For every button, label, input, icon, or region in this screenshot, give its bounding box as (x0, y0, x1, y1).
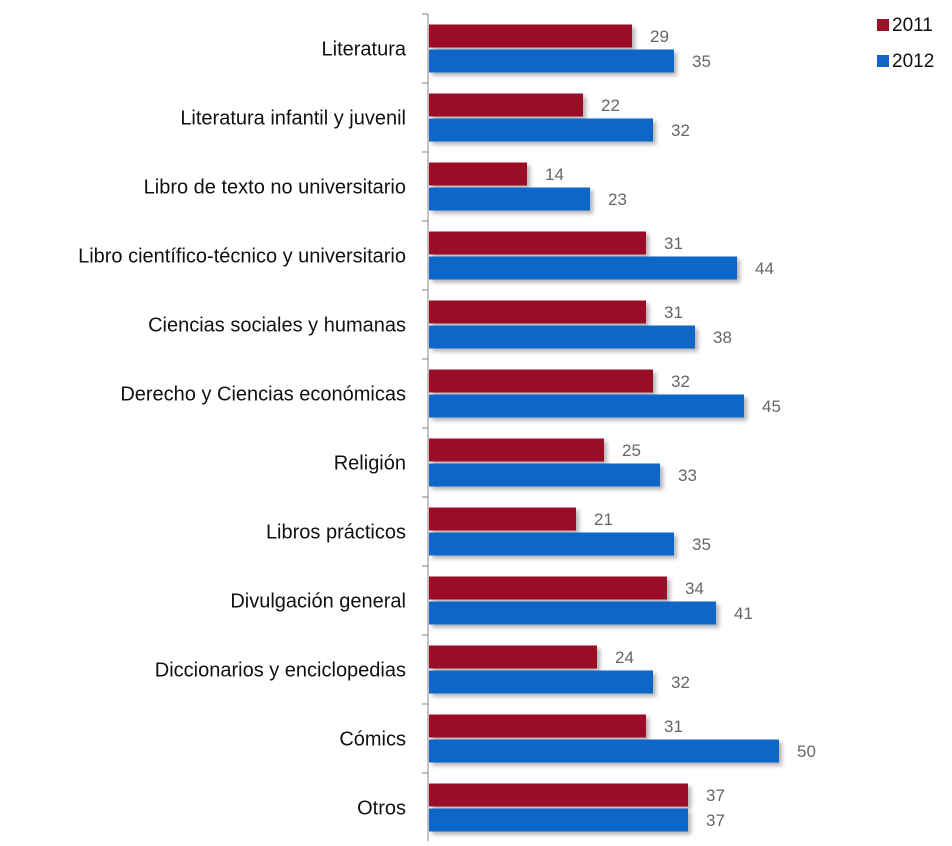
bar-2011 (429, 162, 527, 186)
data-label-2011: 34 (685, 579, 704, 598)
category-label: Otros (357, 798, 406, 820)
data-label-2011: 31 (664, 717, 683, 736)
bar-2011 (429, 783, 688, 807)
bar-2011 (429, 93, 583, 117)
bar-2011 (429, 576, 667, 600)
data-label-2012: 50 (797, 742, 816, 761)
category-label: Ciencias sociales y humanas (148, 315, 406, 337)
data-label-2011: 32 (671, 372, 690, 391)
data-label-2011: 31 (664, 234, 683, 253)
bar-2012 (429, 601, 716, 625)
bar-2012 (429, 463, 660, 487)
data-label-2011: 14 (545, 165, 564, 184)
data-label-2011: 22 (601, 96, 620, 115)
bar-2012 (429, 49, 674, 73)
category-label: Literatura infantil y juvenil (180, 108, 406, 130)
bar-2011 (429, 231, 646, 255)
data-label-2012: 35 (692, 52, 711, 71)
data-label-2012: 38 (713, 328, 732, 347)
legend: 2011 2012 (877, 15, 934, 72)
data-label-2011: 29 (650, 27, 669, 46)
bar-2012 (429, 187, 590, 211)
category-label: Cómics (339, 729, 406, 751)
bar-2012 (429, 532, 674, 556)
legend-swatch-2011 (877, 19, 889, 31)
category-label: Literatura (322, 39, 407, 61)
data-label-2012: 33 (678, 466, 697, 485)
data-label-2012: 45 (762, 397, 781, 416)
data-label-2012: 37 (706, 811, 725, 830)
bar-2011 (429, 645, 597, 669)
axis-layer (422, 13, 429, 843)
bar-2012 (429, 670, 653, 694)
bar-2011 (429, 300, 646, 324)
data-label-2012: 32 (671, 121, 690, 140)
category-label: Religión (334, 453, 406, 475)
bar-2012 (429, 118, 653, 142)
bar-2012 (429, 394, 744, 418)
legend-label-2011: 2011 (892, 15, 933, 36)
data-label-2011: 31 (664, 303, 683, 322)
bar-2012 (429, 808, 688, 832)
data-label-2012: 35 (692, 535, 711, 554)
data-label-2012: 23 (608, 190, 627, 209)
category-label: Diccionarios y enciclopedias (155, 660, 406, 682)
bar-2011 (429, 438, 604, 462)
data-label-2011: 24 (615, 648, 634, 667)
data-label-2011: 37 (706, 786, 725, 805)
bar-2011 (429, 369, 653, 393)
bar-2012 (429, 325, 695, 349)
bar-2011 (429, 507, 576, 531)
data-label-2011: 25 (622, 441, 641, 460)
legend-swatch-2012 (877, 55, 889, 67)
data-label-2012: 41 (734, 604, 753, 623)
data-label-2011: 21 (594, 510, 613, 529)
data-label-2012: 44 (755, 259, 774, 278)
bar-2012 (429, 739, 779, 763)
category-label: Libro de texto no universitario (144, 177, 406, 199)
bars-layer (429, 24, 779, 832)
bar-2011 (429, 714, 646, 738)
category-label: Derecho y Ciencias económicas (120, 384, 406, 406)
category-label: Libros prácticos (266, 522, 406, 544)
labels-layer: Literatura 29 35 Literatura infantil y juve… (78, 27, 816, 830)
bar-2011 (429, 24, 632, 48)
data-label-2012: 32 (671, 673, 690, 692)
legend-label-2012: 2012 (892, 51, 934, 72)
category-label: Divulgación general (230, 591, 406, 613)
category-label: Libro científico-técnico y universitario (78, 246, 406, 268)
bar-2012 (429, 256, 737, 280)
